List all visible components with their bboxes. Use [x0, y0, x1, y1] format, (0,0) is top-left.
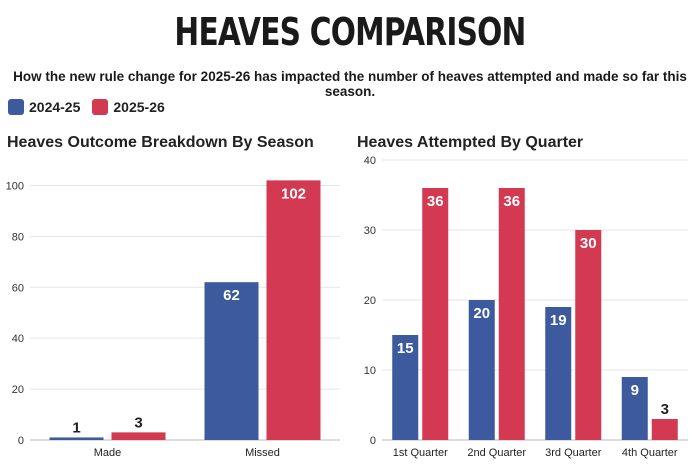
bar-quarter-2025-26-3rd-quarter — [575, 230, 602, 440]
legend-swatch-2024-25 — [8, 99, 24, 115]
bar-quarter-2025-26-4th-quarter — [651, 419, 678, 440]
bar-quarter-2024-25-4th-quarter — [621, 377, 648, 440]
page-subtitle: How the new rule change for 2025-26 has … — [13, 69, 687, 99]
bar-quarter-2025-26-2nd-quarter — [498, 188, 525, 440]
y-tick-label-quarter: 0 — [370, 435, 376, 447]
chart-title-quarter: Heaves Attempted By Quarter — [357, 134, 584, 151]
y-tick-label-outcome: 100 — [6, 180, 24, 192]
legend: 2024-25 2025-26 — [8, 99, 177, 115]
bar-outcome-2024-25-made — [49, 437, 104, 440]
y-tick-label-quarter: 40 — [364, 155, 376, 167]
y-tick-label-outcome: 60 — [12, 282, 24, 294]
legend-item-2025-26[interactable]: 2025-26 — [92, 99, 165, 115]
y-tick-label-outcome: 80 — [12, 231, 24, 243]
y-tick-label-outcome: 0 — [18, 435, 24, 447]
data-label-quarter-2024-25-3rd-quarter: 19 — [550, 312, 567, 329]
data-label-outcome-2024-25-made: 1 — [72, 419, 80, 436]
data-label-outcome-2025-26-made: 3 — [134, 414, 142, 431]
x-category-label-quarter: 1st Quarter — [393, 447, 448, 459]
data-label-quarter-2025-26-4th-quarter: 3 — [661, 401, 669, 418]
bar-quarter-2024-25-2nd-quarter — [468, 300, 495, 440]
x-category-label-quarter: 4th Quarter — [622, 447, 678, 459]
data-label-quarter-2025-26-2nd-quarter: 36 — [503, 193, 520, 210]
y-tick-label-outcome: 20 — [12, 384, 24, 396]
x-category-label-quarter: 2nd Quarter — [467, 447, 526, 459]
bar-outcome-2025-26-made — [111, 432, 166, 440]
legend-label-2024-25: 2024-25 — [29, 99, 81, 115]
y-tick-label-quarter: 30 — [364, 225, 376, 237]
bar-quarter-2024-25-3rd-quarter — [545, 307, 572, 440]
x-category-label-quarter: 3rd Quarter — [545, 447, 602, 459]
page-title: HEAVES COMPARISON — [174, 10, 526, 54]
data-label-quarter-2025-26-1st-quarter: 36 — [427, 193, 444, 210]
chart-title-outcome: Heaves Outcome Breakdown By Season — [7, 134, 314, 151]
bar-quarter-2025-26-1st-quarter — [422, 188, 449, 440]
data-label-quarter-2024-25-4th-quarter: 9 — [631, 382, 639, 399]
bar-quarter-2024-25-1st-quarter — [392, 335, 419, 440]
bar-outcome-2025-26-missed — [266, 180, 321, 440]
data-label-quarter-2025-26-3rd-quarter: 30 — [580, 235, 597, 252]
data-label-outcome-2024-25-missed: 62 — [223, 287, 240, 304]
x-category-label-outcome: Missed — [245, 447, 280, 459]
y-tick-label-outcome: 40 — [12, 333, 24, 345]
y-tick-label-quarter: 10 — [364, 365, 376, 377]
legend-label-2025-26: 2025-26 — [113, 99, 165, 115]
data-label-quarter-2024-25-2nd-quarter: 20 — [473, 305, 490, 322]
legend-item-2024-25[interactable]: 2024-25 — [8, 99, 80, 115]
bar-outcome-2024-25-missed — [204, 282, 259, 440]
legend-swatch-2025-26 — [92, 99, 109, 115]
x-category-label-outcome: Made — [94, 447, 122, 459]
data-label-quarter-2024-25-1st-quarter: 15 — [397, 340, 414, 357]
y-tick-label-quarter: 20 — [364, 295, 376, 307]
data-label-outcome-2025-26-missed: 102 — [281, 185, 306, 202]
